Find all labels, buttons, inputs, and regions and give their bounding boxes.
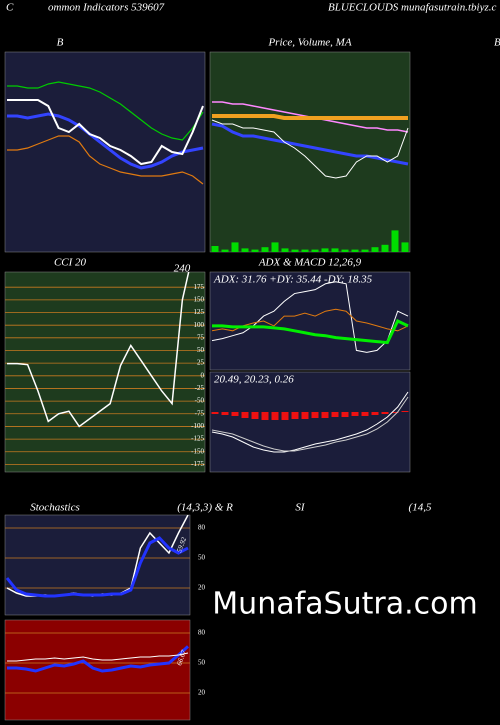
bar — [331, 412, 339, 417]
y-tick-label: -100 — [191, 422, 204, 430]
bar — [261, 247, 269, 252]
bar — [341, 249, 349, 252]
y-tick-label: 100 — [194, 321, 205, 329]
bar — [231, 242, 239, 252]
header-far-right: B — [494, 37, 500, 49]
bar — [271, 242, 279, 252]
bar — [361, 412, 369, 416]
series-line — [7, 645, 190, 673]
y-tick-label: 20 — [198, 689, 206, 697]
y-tick-label: -150 — [191, 447, 204, 455]
panel-title: CCI 20 — [54, 257, 87, 269]
series-line — [7, 272, 190, 428]
y-tick-label: -175 — [191, 460, 204, 468]
bar — [221, 412, 229, 415]
bar — [301, 412, 309, 419]
panel — [209, 271, 411, 371]
y-tick-label: 0 — [201, 371, 205, 379]
bar — [371, 412, 379, 415]
bar — [351, 249, 359, 252]
series-line — [7, 652, 189, 662]
y-tick-label: 50 — [198, 554, 206, 562]
bar — [361, 249, 369, 252]
series-line — [7, 112, 204, 170]
series-line — [7, 135, 204, 185]
bar — [281, 248, 289, 252]
y-tick-label: -25 — [195, 384, 205, 392]
y-tick-label: 150 — [194, 295, 205, 303]
series-line — [211, 119, 409, 179]
series-line — [5, 536, 189, 598]
panel-title: B — [57, 37, 64, 49]
bar — [271, 412, 279, 420]
panel-title-part: SI — [295, 502, 306, 514]
bar — [391, 230, 399, 252]
header-center: ommon Indicators 539607 — [48, 2, 165, 14]
watermark: MunafaSutra.com — [212, 587, 477, 622]
panel-note: ADX: 31.76 +DY: 35.44 -DY: 18.35 — [213, 274, 373, 286]
y-tick-label: 175 — [194, 283, 205, 291]
header-left: C — [6, 2, 14, 14]
bar — [211, 246, 219, 252]
bar — [321, 412, 329, 418]
bar — [371, 247, 379, 252]
bar — [221, 249, 229, 252]
bar — [291, 412, 299, 419]
series-line — [7, 81, 204, 141]
bar — [401, 242, 409, 252]
y-tick-label: 20 — [198, 584, 206, 592]
panel — [4, 271, 206, 473]
y-tick-label: 80 — [198, 524, 206, 532]
bar — [241, 412, 249, 418]
y-tick-label: -50 — [195, 397, 205, 405]
bar — [381, 412, 389, 414]
bar — [391, 412, 399, 413]
panel-note: 20.49, 20.23, 0.26 — [214, 374, 294, 386]
bar — [211, 412, 219, 414]
panel — [209, 51, 411, 253]
header-right: BLUECLOUDS munafasutrain.tbiyz.c — [328, 2, 496, 14]
panel-title-part: (14,3,3) & R — [177, 502, 233, 514]
series-line — [212, 114, 408, 120]
panel-title-part: Stochastics — [30, 502, 80, 514]
y-tick-label: 50 — [198, 659, 206, 667]
bar — [311, 249, 319, 252]
bar — [351, 412, 359, 416]
panel-title-part: (14,5 — [409, 502, 432, 514]
bar — [261, 412, 269, 420]
series-line — [7, 99, 204, 166]
panel — [4, 514, 191, 616]
bar — [251, 412, 259, 419]
y-tick-label: -125 — [191, 435, 204, 443]
bar — [341, 412, 349, 417]
bar — [241, 248, 249, 252]
bar — [331, 248, 339, 252]
bar — [401, 411, 409, 412]
bar — [281, 412, 289, 420]
y-tick-label: 75 — [197, 333, 205, 341]
y-tick-label: 25 — [197, 359, 205, 367]
y-tick-label: 80 — [198, 629, 206, 637]
bar — [321, 248, 329, 252]
bar — [301, 249, 309, 252]
bar — [231, 412, 239, 416]
series-line — [211, 122, 409, 166]
panel-title: Price, Volume, MA — [267, 37, 351, 49]
bar — [381, 244, 389, 252]
panel-title: ADX & MACD 12,26,9 — [258, 257, 362, 269]
series-line — [211, 396, 409, 452]
series-line — [212, 319, 409, 345]
panel — [209, 371, 411, 473]
y-tick-label: 125 — [194, 308, 205, 316]
end-value-label: 240 — [174, 263, 191, 275]
y-tick-label: -75 — [195, 409, 205, 417]
y-tick-label: 50 — [197, 346, 205, 354]
series-line — [211, 281, 409, 353]
bar — [251, 249, 259, 252]
bar — [291, 249, 299, 252]
bar — [311, 412, 319, 418]
series-line — [211, 391, 409, 453]
